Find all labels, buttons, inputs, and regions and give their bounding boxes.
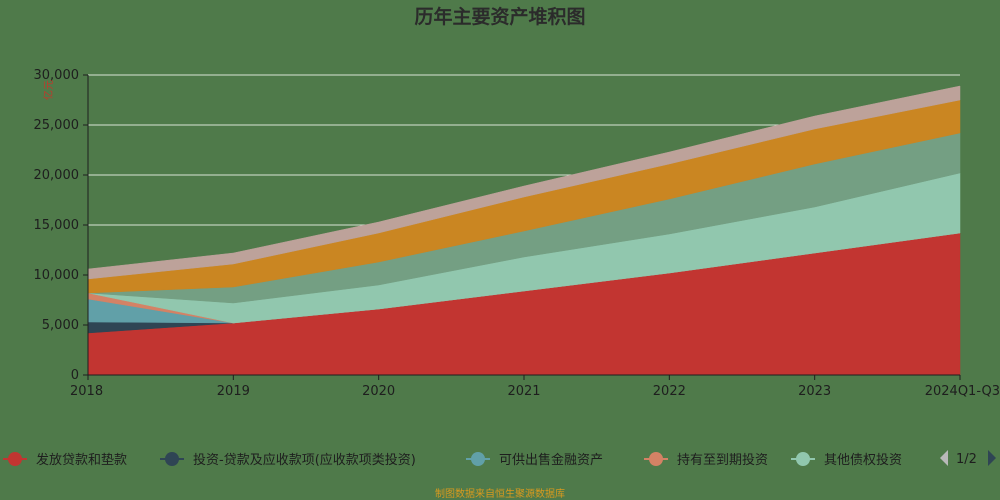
x-tick-label: 2024Q1-Q3 <box>925 384 1000 399</box>
legend-marker <box>796 452 810 466</box>
x-tick-label: 2023 <box>798 384 831 399</box>
legend-item-4[interactable]: 其他债权投资 <box>791 452 902 468</box>
legend: 发放贷款和垫款 投资-贷款及应收款项(应收款项类投资) 可供出售金融资产 持有至到期投… <box>3 452 902 468</box>
y-tick-label: 5,000 <box>42 318 79 333</box>
legend-marker <box>471 452 485 466</box>
legend-item-2[interactable]: 可供出售金融资产 <box>466 452 603 468</box>
legend-label: 持有至到期投资 <box>677 452 768 468</box>
legend-marker <box>8 452 22 466</box>
legend-label: 可供出售金融资产 <box>499 452 603 468</box>
y-axis-unit: 亿元 <box>42 80 55 100</box>
stacked-areas <box>87 85 961 376</box>
x-tick-label: 2022 <box>653 384 686 399</box>
x-tick-label: 2019 <box>217 384 250 399</box>
y-tick-label: 30,000 <box>34 68 80 83</box>
x-tick-label: 2018 <box>70 384 103 399</box>
legend-item-1[interactable]: 投资-贷款及应收款项(应收款项类投资) <box>160 452 416 468</box>
y-tick-label: 20,000 <box>34 168 80 183</box>
y-tick-label: 15,000 <box>34 218 80 233</box>
legend-item-3[interactable]: 持有至到期投资 <box>644 452 768 468</box>
legend-label: 其他债权投资 <box>824 452 902 468</box>
source-note: 制图数据来自恒生聚源数据库 <box>435 487 565 500</box>
y-tick-label: 0 <box>71 368 79 383</box>
x-axis-ticks: 2018 2019 2020 2021 2022 2023 2024Q1-Q3 <box>70 375 1000 399</box>
legend-pager: 1/2 <box>940 450 996 467</box>
legend-marker <box>165 452 179 466</box>
chart-title: 历年主要资产堆积图 <box>414 5 585 28</box>
legend-next-icon[interactable] <box>988 450 996 466</box>
legend-label: 投资-贷款及应收款项(应收款项类投资) <box>193 452 416 468</box>
x-tick-label: 2021 <box>507 384 540 399</box>
y-tick-label: 10,000 <box>34 268 80 283</box>
legend-marker <box>649 452 663 466</box>
legend-prev-icon[interactable] <box>940 450 948 466</box>
y-tick-label: 25,000 <box>34 118 80 133</box>
legend-page-label: 1/2 <box>956 452 977 467</box>
area-series-7 <box>87 85 961 280</box>
y-axis-ticks: 0 5,000 10,000 15,000 20,000 25,000 30,000 <box>34 68 88 383</box>
legend-item-0[interactable]: 发放贷款和垫款 <box>3 452 127 468</box>
legend-label: 发放贷款和垫款 <box>36 452 127 468</box>
x-tick-label: 2020 <box>362 384 395 399</box>
